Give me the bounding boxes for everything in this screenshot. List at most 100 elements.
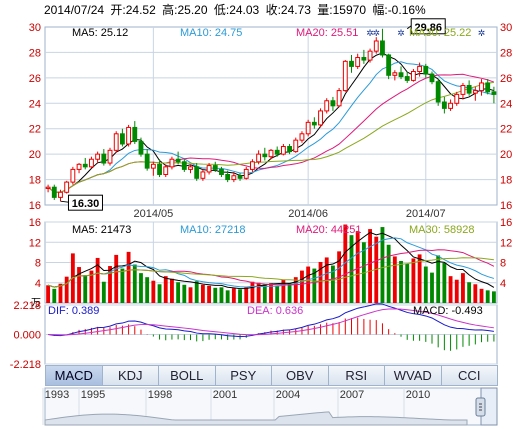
price-panel: 30 30 28 28 26 26 24 24 22 22 20 20 18 18 16 16 2014/05 2… xyxy=(29,18,512,220)
macd-legend-dea: DEA: 0.636 xyxy=(247,305,303,317)
date-label: 2014/07 xyxy=(406,208,446,220)
price-tick-left: 18 xyxy=(29,175,41,187)
candle xyxy=(89,158,94,168)
candle xyxy=(225,173,231,181)
volume-bar xyxy=(101,281,106,303)
candle xyxy=(45,186,51,189)
candle xyxy=(485,82,491,93)
volume-bar xyxy=(349,235,354,303)
candle xyxy=(342,60,348,92)
macd-panel: 2.218 0.000 -2.218 DIF: 0.389 DEA: 0.636 MACD… xyxy=(10,300,498,371)
quote-high: 25.20 xyxy=(177,3,207,17)
volume-tick-right: 12 xyxy=(500,237,512,249)
tab-kdj[interactable]: KDJ xyxy=(102,365,159,386)
volume-tick-left: 8 xyxy=(35,258,41,270)
volume-bar xyxy=(139,273,143,303)
candle xyxy=(256,153,262,163)
tab-wvad[interactable]: WVAD xyxy=(385,365,442,386)
volume-tick-right: 4 xyxy=(500,278,506,290)
candle xyxy=(454,93,460,104)
volume-legend-ma30: MA30: 58928 xyxy=(409,224,474,236)
candle xyxy=(404,76,410,81)
candle xyxy=(268,149,274,158)
candle xyxy=(336,90,342,107)
candle xyxy=(410,71,416,81)
price-legend-ma5: MA5: 25.12 xyxy=(72,27,128,39)
volume-bar xyxy=(163,276,168,303)
volume-bar xyxy=(442,263,447,303)
annotation-leader xyxy=(60,200,69,203)
candle xyxy=(460,84,466,95)
timeline-year-label: 2007 xyxy=(340,389,364,401)
candle xyxy=(466,84,472,94)
timeline-year-label: 1995 xyxy=(81,389,105,401)
candle xyxy=(299,133,305,141)
volume-bar xyxy=(262,284,267,303)
volume-tick-left: 4 xyxy=(35,278,41,290)
candle xyxy=(206,165,212,173)
candle xyxy=(76,163,82,170)
volume-legend-ma5: MA5: 21473 xyxy=(72,224,131,236)
price-tick-right: 20 xyxy=(500,149,512,161)
volume-bar xyxy=(306,266,311,303)
candle xyxy=(107,149,113,164)
tab-obv[interactable]: OBV xyxy=(272,365,329,386)
candle xyxy=(157,163,162,175)
candle xyxy=(132,126,138,142)
macd-tick: 0.000 xyxy=(13,330,41,342)
volume-tick-right: 8 xyxy=(500,258,506,270)
volume-bar xyxy=(380,227,385,303)
candle xyxy=(70,168,76,183)
volume-bar xyxy=(231,288,236,303)
volume-bar xyxy=(467,282,472,303)
candle xyxy=(355,57,361,67)
price-tick-left: 26 xyxy=(29,73,41,85)
candle xyxy=(367,50,373,61)
volume-bar xyxy=(343,224,348,303)
price-tick-left: 28 xyxy=(29,47,41,59)
tab-boll[interactable]: BOLL xyxy=(159,365,216,386)
candle xyxy=(200,171,206,179)
volume-bar xyxy=(405,264,410,303)
volume-bar xyxy=(244,287,249,303)
candle xyxy=(212,165,218,170)
volume-bar xyxy=(182,284,187,303)
ma30-line xyxy=(47,81,494,193)
candle xyxy=(126,126,132,145)
volume-bar xyxy=(170,278,174,303)
price-tick-right: 16 xyxy=(500,200,512,212)
volume-bar xyxy=(58,283,63,303)
volume-bar xyxy=(188,287,193,303)
candle xyxy=(311,121,317,126)
tab-psy[interactable]: PSY xyxy=(215,365,272,386)
tab-rsi[interactable]: RSI xyxy=(328,365,385,386)
candle xyxy=(361,57,367,61)
price-tick-right: 18 xyxy=(500,175,512,187)
date-label: 2014/05 xyxy=(133,208,173,220)
candle xyxy=(274,149,280,155)
volume-bar xyxy=(454,279,459,303)
volume-tick-left: 16 xyxy=(29,217,41,229)
price-legend-ma10: MA10: 24.75 xyxy=(180,27,242,39)
volume-bar xyxy=(491,291,496,303)
tab-cci[interactable]: CCI xyxy=(441,365,498,386)
volume-bar xyxy=(145,277,150,303)
volume-bar xyxy=(89,270,94,303)
timeline-navigator[interactable]: 1993 1995 1998 2001 2004 2007 2010 xyxy=(42,387,498,426)
quote-date: 2014/07/24 xyxy=(44,3,104,17)
timeline-year-label: 2001 xyxy=(213,389,237,401)
volume-bar xyxy=(132,264,137,303)
price-tick-left: 22 xyxy=(29,124,41,136)
tab-macd[interactable]: MACD xyxy=(45,365,103,386)
volume-panel: 16 16 12 12 8 8 4 4 万 MA5: 21473 MA10: 27218 MA20: … xyxy=(29,217,513,309)
price-plot-area xyxy=(44,26,498,206)
volume-bar xyxy=(194,281,199,303)
candle xyxy=(398,72,404,78)
header-quote: 2014/07/24 开:24.52 高:25.20 低:24.03 收:24.… xyxy=(44,2,426,17)
candle xyxy=(243,168,249,179)
volume-bar xyxy=(46,285,51,303)
price-tick-right: 28 xyxy=(500,47,512,59)
volume-bar xyxy=(256,282,261,303)
candle xyxy=(429,73,435,83)
volume-bar xyxy=(473,284,478,303)
